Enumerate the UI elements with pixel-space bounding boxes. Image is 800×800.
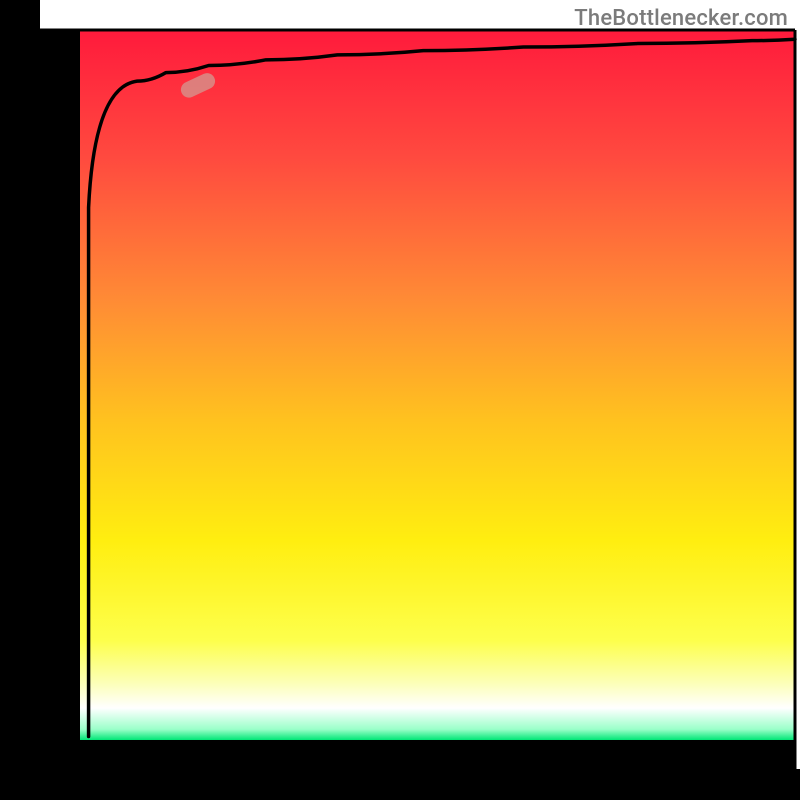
watermark-label: TheBottlenecker.com — [574, 6, 788, 31]
chart-svg — [0, 0, 800, 800]
plot-container — [0, 0, 800, 800]
chart-root: TheBottlenecker.com — [0, 0, 800, 800]
